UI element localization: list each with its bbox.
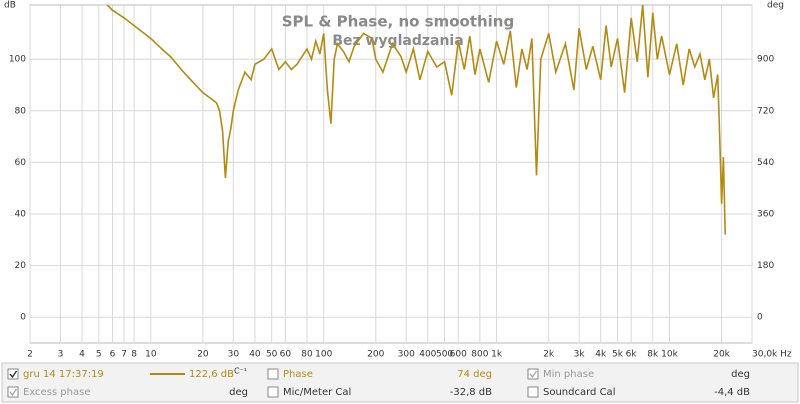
x-tick-label: 3k	[574, 350, 586, 360]
panel-value: -4,4 dB	[714, 387, 750, 398]
legend-panel	[1, 362, 799, 403]
y-axis-unit: dB	[4, 1, 16, 11]
x-tick-label: 60	[280, 350, 292, 360]
x-tick-label: 5	[96, 350, 102, 360]
y2-tick-label: 720	[757, 106, 774, 116]
panel-value-suffix: C⁻¹	[234, 367, 247, 376]
x-tick-label: 4	[79, 350, 85, 360]
x-tick-label: 800	[471, 350, 488, 360]
y2-axis-unit: deg	[767, 1, 784, 11]
panel-label: Phase	[283, 369, 313, 380]
x-tick-label: 30,0k Hz	[752, 350, 792, 360]
x-tick-label: 5k	[612, 350, 624, 360]
x-tick-label: 600	[450, 350, 467, 360]
x-tick-label: 10k	[661, 350, 678, 360]
checkbox[interactable]	[7, 386, 19, 398]
x-tick-label: 20k	[713, 350, 730, 360]
y2-tick-label: 360	[757, 209, 774, 219]
x-tick-label: 6	[110, 350, 116, 360]
x-tick-label: 8	[131, 350, 137, 360]
chart-subtitle: Bez wygladzania	[332, 33, 463, 49]
y2-tick-label: 540	[757, 158, 774, 168]
x-tick-label: 200	[367, 350, 384, 360]
panel-value: -32,8 dB	[450, 387, 492, 398]
x-tick-label: 500	[436, 350, 453, 360]
panel-label: Excess phase	[23, 387, 91, 398]
checkmark	[9, 370, 18, 379]
x-tick-label: 2k	[543, 350, 555, 360]
checkbox[interactable]	[7, 368, 19, 380]
x-tick-label: 30	[228, 350, 240, 360]
x-tick-label: 100	[315, 350, 332, 360]
checkbox[interactable]	[267, 386, 279, 398]
checkmark	[529, 370, 538, 379]
y-tick-label: 0	[20, 313, 26, 323]
checkbox[interactable]	[267, 368, 279, 380]
y-tick-label: 100	[9, 55, 26, 65]
y2-tick-label: 0	[757, 313, 763, 323]
x-tick-label: 400	[419, 350, 436, 360]
panel-value: 74 deg	[457, 369, 492, 380]
y-tick-label: 20	[15, 261, 27, 271]
panel-label: Min phase	[543, 369, 594, 380]
x-tick-label: 80	[301, 350, 313, 360]
checkbox[interactable]	[527, 368, 539, 380]
x-tick-label: 300	[398, 350, 415, 360]
y-tick-label: 60	[15, 158, 27, 168]
panel-value: 122,6 dB	[189, 369, 234, 380]
x-tick-label: 7	[121, 350, 127, 360]
y2-tick-label: 900	[757, 55, 774, 65]
panel-label: Mic/Meter Cal	[283, 387, 351, 398]
y-tick-label: 80	[15, 106, 27, 116]
panel-value: deg	[229, 387, 248, 398]
x-tick-label: 3	[58, 350, 64, 360]
x-tick-label: 6k	[626, 350, 638, 360]
x-tick-label: 4k	[595, 350, 607, 360]
x-tick-label: 1k	[491, 350, 503, 360]
y2-tick-label: 180	[757, 261, 774, 271]
x-tick-label: 10	[145, 350, 157, 360]
x-tick-label: 2	[27, 350, 33, 360]
panel-label: Soundcard Cal	[543, 387, 615, 398]
chart-title: SPL & Phase, no smoothing	[282, 13, 514, 31]
plot-area	[29, 4, 753, 344]
panel-label: gru 14 17:37:19	[23, 369, 104, 380]
spl-line	[106, 5, 726, 235]
checkbox[interactable]	[527, 386, 539, 398]
checkmark	[9, 388, 18, 397]
x-tick-label: 50	[266, 350, 278, 360]
x-tick-label: 40	[249, 350, 261, 360]
x-tick-label: 20	[197, 350, 209, 360]
y-tick-label: 40	[15, 209, 27, 219]
x-tick-label: 8k	[647, 350, 659, 360]
panel-value: deg	[731, 369, 750, 380]
